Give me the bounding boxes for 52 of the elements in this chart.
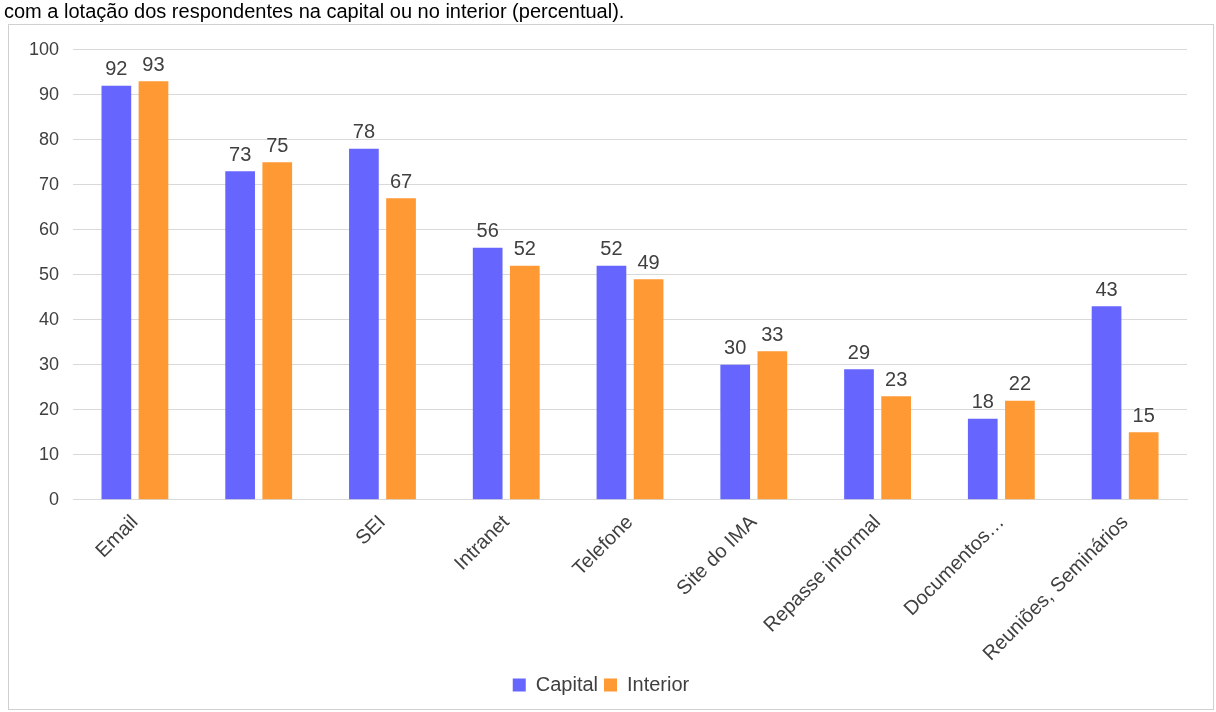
bar <box>101 85 132 500</box>
data-label: 23 <box>885 367 908 390</box>
bar <box>881 396 911 500</box>
y-tick-label: 0 <box>49 488 60 509</box>
y-tick-label: 20 <box>39 398 60 419</box>
x-tick-label: SEI <box>350 510 390 549</box>
data-label: 52 <box>600 237 623 260</box>
bar <box>472 247 503 500</box>
y-tick-label: 80 <box>39 128 60 149</box>
data-label: 30 <box>724 336 747 359</box>
data-label: 67 <box>389 169 413 192</box>
y-tick-label: 60 <box>39 218 60 239</box>
y-tick-label: 30 <box>39 353 60 374</box>
bar <box>757 351 788 500</box>
y-tick-label: 50 <box>39 263 60 284</box>
bar <box>138 81 169 500</box>
data-label: 18 <box>971 390 994 413</box>
bar <box>1005 400 1035 500</box>
data-label: 49 <box>637 250 660 273</box>
bar <box>1128 432 1159 500</box>
data-label: 33 <box>761 322 784 345</box>
data-label: 93 <box>142 52 165 75</box>
bar <box>349 148 379 500</box>
bar <box>1091 306 1122 500</box>
y-tick-label: 100 <box>28 38 60 59</box>
bar <box>633 279 664 500</box>
y-tick-label: 70 <box>39 173 60 194</box>
bar <box>386 198 416 500</box>
data-label: 73 <box>229 142 252 165</box>
x-tick-label: Site do IMA <box>671 509 761 599</box>
bar <box>967 418 998 500</box>
data-label: 29 <box>847 340 871 363</box>
y-tick-label: 10 <box>39 443 60 464</box>
data-label: 43 <box>1095 277 1118 300</box>
bar <box>225 171 255 500</box>
data-label: 15 <box>1132 403 1155 426</box>
y-tick-label: 40 <box>39 308 60 329</box>
bar <box>596 265 627 500</box>
bar <box>509 265 540 500</box>
data-label: 52 <box>513 237 536 260</box>
bar <box>720 364 751 500</box>
data-label: 78 <box>352 120 376 143</box>
bar <box>844 369 874 500</box>
data-label: 92 <box>105 57 128 80</box>
y-tick-label: 90 <box>39 83 60 104</box>
legend-label: Interior <box>627 672 690 695</box>
data-label: 56 <box>476 219 499 242</box>
chart-title: com a lotação dos respondentes na capital ou no interior (percentual). <box>3 0 626 22</box>
bar <box>262 162 293 500</box>
legend-label: Capital <box>535 672 599 695</box>
data-label: 75 <box>266 133 289 156</box>
data-label: 22 <box>1008 372 1032 395</box>
